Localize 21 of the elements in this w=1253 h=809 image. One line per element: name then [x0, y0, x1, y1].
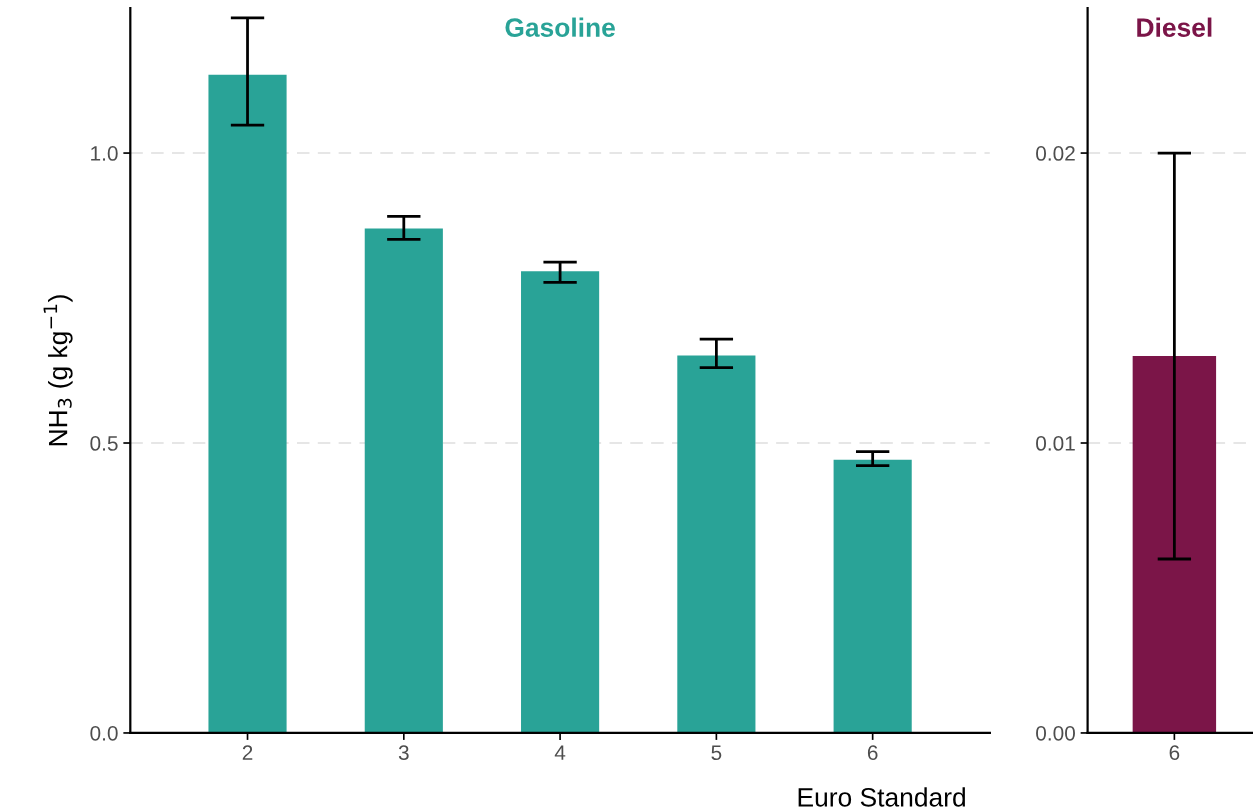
- x-tick-label: 2: [242, 745, 253, 760]
- y-tick-label: 0.01: [1036, 436, 1075, 451]
- bar: [521, 271, 600, 733]
- y-tick-label: 0.0: [90, 725, 118, 741]
- y-tick-label: 0.00: [1036, 725, 1075, 741]
- chart-title: Diesel: [1137, 17, 1212, 37]
- x-tick-label: 3: [398, 745, 409, 761]
- bar: [208, 74, 287, 733]
- y-tick-label: 0.02: [1036, 146, 1075, 161]
- x-axis-title: Euro Standard: [798, 787, 965, 807]
- chart-title: Gasoline: [505, 17, 615, 37]
- x-tick-label: 6: [1169, 745, 1180, 761]
- bar: [364, 228, 443, 733]
- y-tick-label: 0.5: [90, 436, 118, 451]
- bar: [677, 355, 756, 733]
- y-tick-label: 1.0: [91, 146, 118, 161]
- x-tick-label: 4: [554, 745, 566, 760]
- x-tick-label: 6: [867, 745, 878, 761]
- bar: [833, 459, 912, 733]
- y-axis-title: NH$_{3}$ (g kg$^{−1}$): [43, 295, 73, 446]
- x-tick-label: 5: [711, 745, 722, 761]
